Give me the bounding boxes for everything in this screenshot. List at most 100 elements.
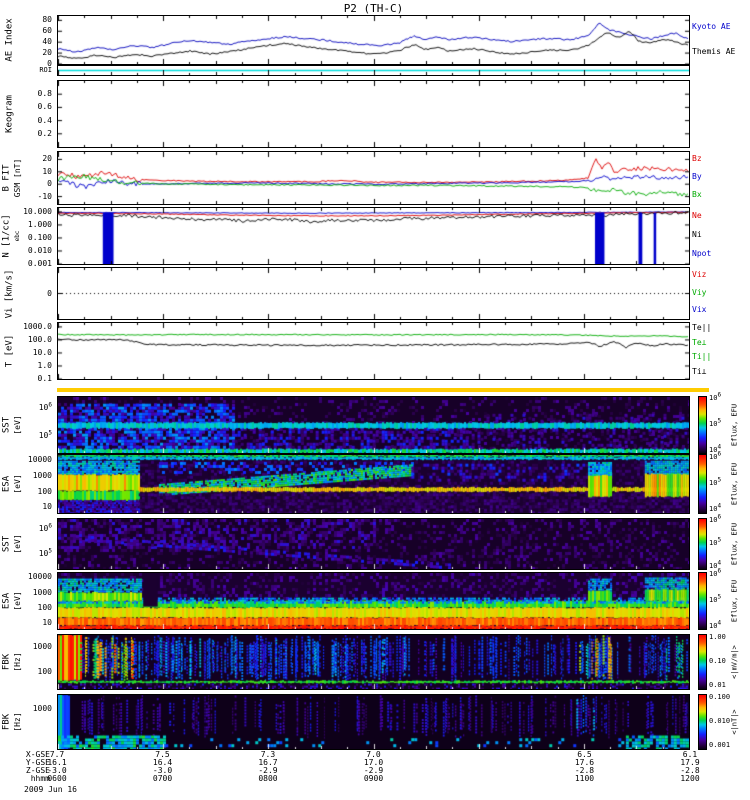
y-tick-label: 105	[38, 429, 52, 441]
colorbar-tick-label: 0.001	[709, 740, 731, 749]
panel-fbk_scm	[57, 694, 690, 750]
panel-sst_ion-canvas	[58, 397, 689, 453]
panel-dens	[57, 207, 690, 265]
colorbar-fbk_scm-unit-label: <|nT|>	[730, 709, 739, 735]
y-tick-label: 10	[42, 166, 52, 176]
y-tick-label: 100	[37, 666, 52, 676]
y-tick-label: 0.2	[37, 128, 52, 138]
y-tick-label: 1000	[32, 703, 52, 713]
colorbar-tick-label: 104	[709, 443, 722, 454]
panel-fbk_eac-canvas	[58, 635, 689, 689]
y-tick-label: 106	[38, 522, 52, 533]
y-tick-label: 1000.0	[23, 321, 52, 331]
panel-fbk_scm-canvas	[58, 695, 689, 749]
ygse-value: 16.1	[47, 758, 67, 767]
panel-bfit-label: B FIT	[1, 164, 12, 192]
panel-sst_ion-label: SST	[1, 416, 12, 434]
panel-temp-canvas	[58, 323, 689, 379]
ygse-value: 17.9	[680, 758, 700, 767]
y-tick-label: 0.001	[27, 259, 52, 268]
panel-esa_elec-label: ESA	[1, 592, 12, 610]
y-tick-label: 0.010	[27, 245, 52, 255]
y-tick-label: 0.6	[37, 102, 52, 112]
colorbar-tick-label: 105	[709, 593, 722, 604]
panel-roi-label: ROI	[39, 66, 52, 74]
y-tick-label: 60	[42, 26, 52, 36]
panel-sst_elec-canvas	[58, 519, 689, 569]
y-tick-label: 10.0	[32, 347, 52, 357]
panel-keogram	[57, 80, 690, 148]
panel-bfit-sublabel: GSM [nT]	[13, 158, 22, 198]
zgse-value: -3.0	[152, 766, 173, 775]
time-tick-label: 0800	[258, 774, 278, 783]
colorbar-fbk_scm	[698, 694, 707, 750]
colorbar-fbk_eac-unit-label: <|mV/m|>	[730, 645, 739, 679]
panel-vi-canvas	[58, 268, 689, 319]
zgse-value: -2.9	[258, 766, 278, 775]
right-label-ne: Ne	[692, 210, 702, 220]
panel-sst_elec	[57, 518, 690, 570]
colorbar-fbk_eac	[698, 634, 707, 690]
panel-fbk_scm-sublabel: [Hz]	[13, 712, 22, 732]
right-label-kyotoae: Kyoto AE	[692, 21, 731, 31]
y-tick-label: 10	[42, 618, 52, 628]
zgse-value: -2.8	[680, 766, 700, 775]
xgse-value: 7.0	[366, 750, 381, 759]
y-tick-label: 80	[42, 15, 52, 25]
panel-vi	[57, 267, 690, 320]
panel-fbk_eac-label: FBK	[1, 653, 12, 671]
panel-keogram-label: Keogram	[4, 95, 15, 133]
panel-esa_ion-label: ESA	[1, 475, 12, 493]
colorbar-esa_elec	[698, 572, 707, 630]
y-tick-label: 10000	[27, 454, 52, 464]
colorbar-esa_elec-unit-label: Eflux, EFU	[730, 579, 739, 623]
y-tick-label: 1.0	[37, 360, 52, 370]
right-label-npot: Npot	[692, 249, 712, 259]
y-tick-label: 106	[38, 401, 52, 413]
xgse-value: 6.5	[577, 750, 592, 759]
right-label-bz: Bz	[692, 154, 702, 163]
panel-esa_elec-canvas	[58, 573, 689, 629]
colorbar-esa_ion-unit-label: Eflux, EFU	[730, 462, 739, 506]
panel-esa_elec	[57, 572, 690, 630]
colorbar-tick-label: 0.01	[709, 680, 726, 689]
y-tick-label: 0	[47, 59, 52, 68]
colorbar-tick-label: 106	[709, 513, 722, 525]
y-tick-label: 1.000	[27, 219, 52, 229]
right-label-ti: Ti⊥	[692, 366, 707, 376]
colorbar-sst_ion-canvas	[699, 397, 706, 453]
ygse-value: 17.6	[574, 758, 595, 767]
right-label-themisae: Themis AE	[692, 46, 736, 56]
time-tick-label: 0600	[47, 774, 67, 783]
panel-bfit	[57, 151, 690, 205]
zgse-value: -2.9	[363, 766, 384, 775]
colorbar-tick-label: 104	[709, 559, 722, 570]
y-tick-label: 0.1	[37, 374, 52, 383]
panel-roi	[57, 65, 690, 76]
y-tick-label: 40	[42, 37, 52, 47]
axis-row-label: X-GSE	[25, 750, 50, 759]
xgse-value: 7.5	[155, 750, 170, 759]
y-tick-label: 100	[37, 603, 52, 613]
panel-roi-canvas	[58, 66, 689, 75]
colorbar-sst_elec	[698, 518, 707, 570]
colorbar-sst_ion	[698, 396, 707, 454]
separator-bar	[57, 388, 709, 392]
ygse-value: 16.7	[258, 758, 278, 767]
panel-ae-canvas	[58, 16, 689, 64]
panel-dens-label: N [1/cc]	[1, 214, 12, 258]
y-tick-label: 1000	[32, 470, 52, 480]
y-tick-label: 0.100	[27, 232, 52, 242]
colorbar-tick-label: 104	[709, 503, 722, 514]
panel-fbk_scm-label: FBK	[1, 713, 12, 731]
panel-fbk_eac	[57, 634, 690, 690]
colorbar-tick-label: 104	[709, 619, 722, 630]
right-label-te: Te⊥	[692, 337, 707, 347]
colorbar-tick-label: 0.010	[709, 717, 731, 725]
y-tick-label: 0	[47, 179, 52, 189]
colorbar-tick-label: 105	[709, 417, 722, 428]
right-label-ti: Ti||	[692, 352, 712, 362]
right-label-viz: Viz	[692, 269, 707, 279]
y-tick-label: 1000	[32, 641, 52, 651]
